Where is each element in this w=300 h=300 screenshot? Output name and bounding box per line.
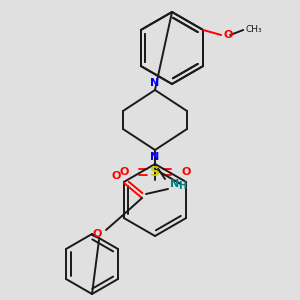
Text: O: O	[223, 30, 232, 40]
Text: H: H	[178, 181, 186, 191]
Text: S: S	[150, 165, 160, 179]
Text: O: O	[120, 167, 129, 177]
Text: O: O	[181, 167, 190, 177]
Text: O: O	[112, 171, 121, 181]
Text: N: N	[170, 179, 179, 189]
Text: CH₃: CH₃	[245, 25, 262, 34]
Text: O: O	[93, 229, 102, 239]
Text: N: N	[150, 152, 160, 162]
Text: N: N	[150, 78, 160, 88]
